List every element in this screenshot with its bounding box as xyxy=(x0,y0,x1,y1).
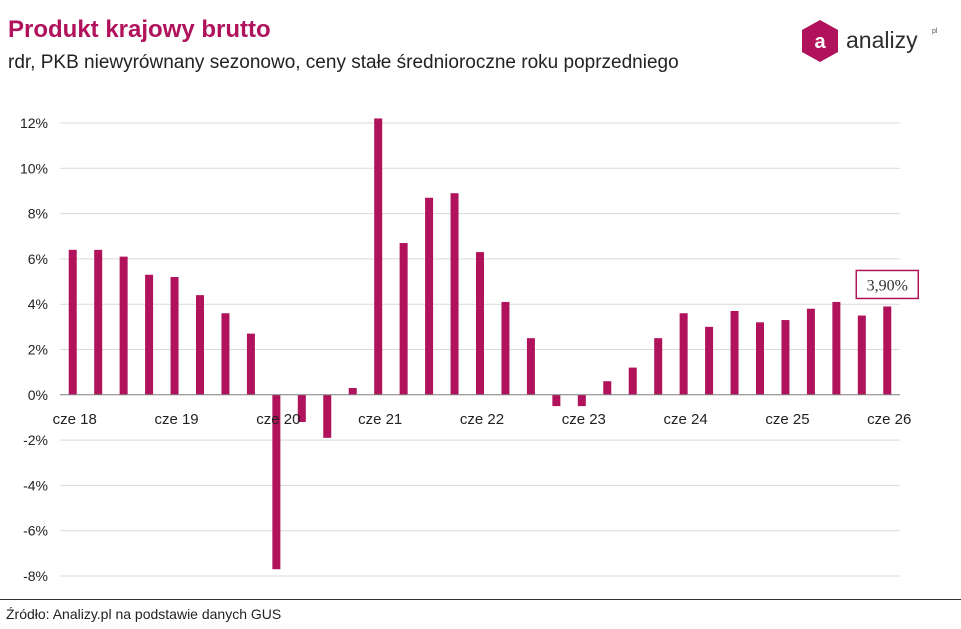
x-tick-label: cze 21 xyxy=(358,411,402,428)
value-annotation: 3,90% xyxy=(855,269,920,300)
y-tick-label: -8% xyxy=(23,568,48,584)
analizy-logo[interactable]: a analizy pl xyxy=(800,18,950,68)
y-tick-label: 6% xyxy=(28,251,48,267)
y-tick-label: 0% xyxy=(28,387,48,403)
footer-divider xyxy=(0,599,961,600)
bar xyxy=(170,277,179,395)
bar xyxy=(501,301,510,395)
y-tick-label: 4% xyxy=(28,296,48,312)
bar xyxy=(323,394,332,438)
bar xyxy=(297,394,306,422)
logo-text: analizy xyxy=(846,27,918,53)
y-tick-label: -6% xyxy=(23,523,48,539)
bar xyxy=(196,295,204,395)
bar xyxy=(145,274,154,395)
bar xyxy=(425,197,434,395)
y-tick-label: -2% xyxy=(23,432,48,448)
bar xyxy=(730,310,739,395)
x-tick-label: cze 26 xyxy=(867,411,911,428)
bar xyxy=(806,308,815,395)
x-tick-label: cze 22 xyxy=(460,411,504,428)
bar xyxy=(654,338,663,395)
chart-subtitle: rdr, PKB niewyrównany sezonowo, ceny sta… xyxy=(8,52,679,73)
bar xyxy=(526,338,535,395)
bar xyxy=(272,394,281,570)
bar xyxy=(374,118,383,395)
y-tick-label: 10% xyxy=(20,160,48,176)
source-note: Źródło: Analizy.pl na podstawie danych G… xyxy=(6,606,282,622)
bar xyxy=(756,322,764,395)
bar xyxy=(832,301,841,395)
bar xyxy=(68,249,77,395)
x-tick-label: cze 18 xyxy=(53,411,97,428)
bar xyxy=(577,394,586,407)
bar xyxy=(781,320,790,395)
bar xyxy=(246,333,255,395)
chart-title: Produkt krajowy brutto xyxy=(8,16,271,43)
bar xyxy=(348,388,357,395)
annotation-box xyxy=(855,269,920,300)
analizy-logo-icon: a xyxy=(802,20,838,62)
bar xyxy=(94,249,103,395)
x-tick-label: cze 24 xyxy=(664,411,708,428)
bar xyxy=(883,306,892,395)
bar xyxy=(628,367,637,395)
logo-suffix: pl xyxy=(932,28,938,35)
bar xyxy=(450,193,459,395)
y-tick-label: 12% xyxy=(20,115,48,131)
annotation-label: 3,90% xyxy=(867,277,908,294)
bar xyxy=(552,394,561,407)
bar xyxy=(399,243,408,395)
bar xyxy=(679,313,688,395)
y-tick-label: 2% xyxy=(28,342,48,358)
x-axis-tick-labels: cze 18 cze 19 cze 20 cze 21 cze 22 cze 23 cze … xyxy=(53,411,912,428)
x-tick-label: cze 19 xyxy=(154,411,198,428)
bar xyxy=(603,381,612,395)
bars xyxy=(68,118,892,570)
gdp-bar-chart: -8%-6%-4%-2%0%2%4%6%8%10%12% cze 18 cze 1… xyxy=(20,115,920,584)
bar xyxy=(705,326,714,395)
y-tick-label: -4% xyxy=(23,477,48,493)
bar xyxy=(476,252,484,395)
x-tick-label: cze 23 xyxy=(562,411,606,428)
bar xyxy=(857,315,866,395)
bar xyxy=(221,313,230,395)
logo-icon-letter: a xyxy=(814,31,826,53)
x-tick-label: cze 25 xyxy=(765,411,809,428)
y-axis-tick-labels: -8% -6% -4% -2% 0% 2% 4% 6% 8% 10% 12% xyxy=(20,115,48,584)
x-tick-label: cze 20 xyxy=(256,411,300,428)
bar xyxy=(119,256,128,395)
y-tick-label: 8% xyxy=(28,206,48,222)
